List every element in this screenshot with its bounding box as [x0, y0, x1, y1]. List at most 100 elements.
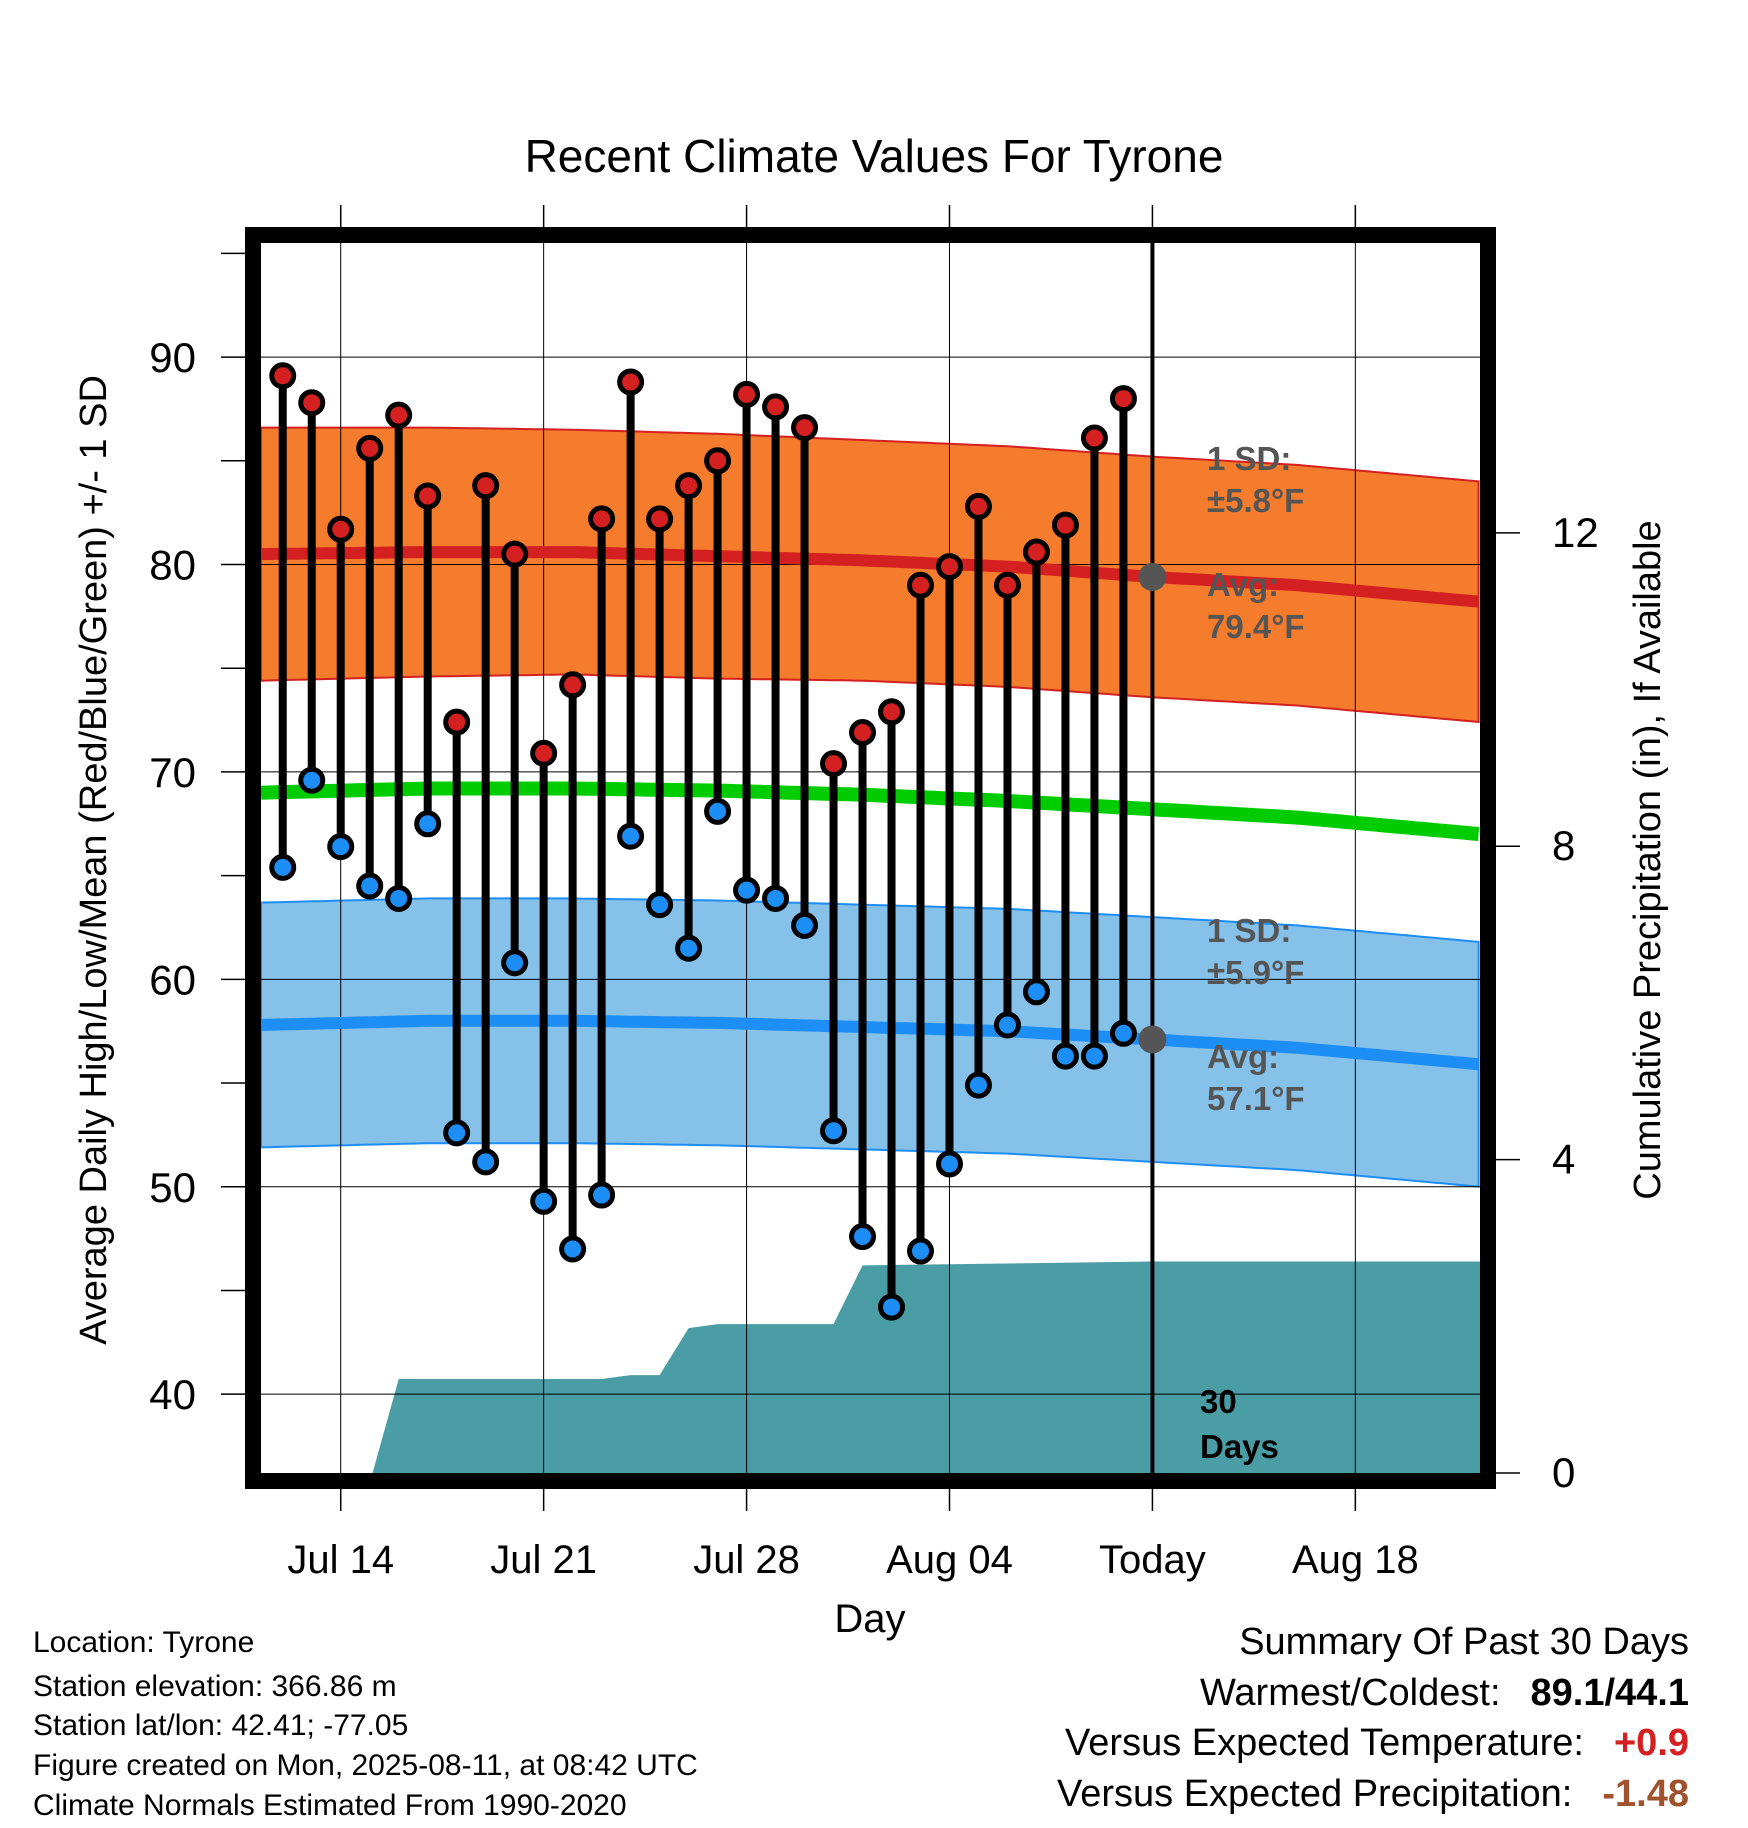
y-left-tick-label: 90	[149, 334, 196, 381]
low-point	[327, 833, 355, 861]
low-point	[443, 1119, 471, 1147]
footer-latlon: Station lat/lon: 42.41; -77.05	[33, 1709, 409, 1742]
high-point	[530, 739, 558, 767]
high-point	[327, 515, 355, 543]
high-point	[356, 434, 384, 462]
summary-temp: Versus Expected Temperature: +0.9	[1065, 1724, 1689, 1762]
days-label-line2: Days	[1200, 1428, 1279, 1465]
low-point	[559, 1235, 587, 1263]
x-tick-label: Jul 28	[693, 1538, 800, 1582]
high-point	[559, 671, 587, 699]
high-point	[501, 540, 529, 568]
low-avg-value: 57.1°F	[1207, 1080, 1305, 1117]
x-tick-label: Jul 14	[287, 1538, 394, 1582]
summary-title: Summary Of Past 30 Days	[1239, 1623, 1689, 1661]
summary-warm-cold: Warmest/Coldest: 89.1/44.1	[1200, 1674, 1689, 1712]
low-point	[385, 884, 413, 912]
high-point	[646, 505, 674, 533]
y-right-tick-label: 4	[1552, 1136, 1575, 1183]
high-avg-label: Avg:	[1207, 566, 1279, 603]
high-avg-value: 79.4°F	[1207, 608, 1305, 645]
y-left-tick-label: 70	[149, 749, 196, 796]
low-point	[269, 853, 297, 881]
mean-line	[261, 781, 1480, 841]
high-point	[472, 472, 500, 500]
high-point	[704, 447, 732, 475]
low-point	[704, 797, 732, 825]
plot-frame	[245, 227, 1496, 1489]
low-point	[588, 1181, 616, 1209]
y-right-tick-label: 12	[1552, 509, 1599, 556]
today-high-normal-marker	[1138, 562, 1167, 591]
high-point	[733, 380, 761, 408]
temp-value: +0.9	[1613, 1722, 1689, 1764]
low-point	[356, 872, 384, 900]
footer-location: Location: Tyrone	[33, 1626, 255, 1659]
high-point	[443, 708, 471, 736]
high-point	[1022, 538, 1050, 566]
footer-normals: Climate Normals Estimated From 1990-2020	[33, 1789, 627, 1822]
x-axis-label: Day	[834, 1597, 905, 1641]
low-point	[762, 884, 790, 912]
plot-area	[261, 243, 1480, 1473]
warm-cold-value: 89.1/44.1	[1530, 1672, 1689, 1714]
low-sd-value: ±5.9°F	[1207, 954, 1304, 991]
high-point	[1109, 385, 1137, 413]
low-point	[1051, 1042, 1079, 1070]
low-point	[414, 810, 442, 838]
low-point	[820, 1117, 848, 1145]
high-point	[791, 414, 819, 442]
high-point	[414, 482, 442, 510]
high-point	[298, 389, 326, 417]
low-point	[993, 1011, 1021, 1039]
low-point	[617, 822, 645, 850]
low-point	[501, 949, 529, 977]
y-left-tick-label: 60	[149, 956, 196, 1003]
high-point	[1051, 511, 1079, 539]
low-avg-line	[261, 1014, 1480, 1071]
low-point	[849, 1223, 877, 1251]
x-tick-label: Aug 04	[886, 1538, 1013, 1582]
days-label-line1: 30	[1200, 1383, 1237, 1420]
high-point	[1080, 424, 1108, 452]
low-point	[530, 1187, 558, 1215]
axes: 40 50 60 70 80 90 0 4 8 12 Jul 14 Jul 21 Jul 28 Aug 0…	[73, 205, 1669, 1641]
y-left-tick-label: 40	[149, 1371, 196, 1418]
high-sd-value: ±5.8°F	[1207, 482, 1304, 519]
low-point	[1022, 978, 1050, 1006]
low-point	[675, 934, 703, 962]
precip-area	[261, 1261, 1480, 1473]
high-sd-label: 1 SD:	[1207, 440, 1291, 477]
warm-cold-label: Warmest/Coldest:	[1199, 1672, 1501, 1714]
low-point	[791, 911, 819, 939]
today-low-normal-marker	[1138, 1025, 1167, 1054]
y-left-tick-label: 80	[149, 542, 196, 589]
precip-label: Versus Expected Precipitation:	[1056, 1773, 1573, 1815]
summary-title-text: Summary Of Past 30 Days	[1239, 1621, 1689, 1663]
high-point	[385, 401, 413, 429]
summary-precip: Versus Expected Precipitation: -1.48	[1057, 1775, 1689, 1813]
high-point	[820, 750, 848, 778]
annotations: 1 SD: ±5.8°F Avg: 79.4°F 1 SD: ±5.9°F Av…	[1200, 440, 1305, 1465]
precip-value: -1.48	[1602, 1773, 1689, 1815]
x-tick-label: Aug 18	[1292, 1538, 1419, 1582]
high-point	[675, 472, 703, 500]
footer-created: Figure created on Mon, 2025-08-11, at 08…	[33, 1749, 698, 1782]
x-tick-label: Jul 21	[490, 1538, 597, 1582]
high-point	[964, 492, 992, 520]
low-point	[878, 1293, 906, 1321]
x-tick-label: Today	[1099, 1538, 1206, 1582]
high-point	[588, 505, 616, 533]
y-right-axis-label: Cumulative Precipitation (in), If Availa…	[1627, 520, 1669, 1199]
low-point	[1080, 1042, 1108, 1070]
y-right-tick-label: 0	[1552, 1449, 1575, 1496]
y-right-tick-label: 8	[1552, 822, 1575, 869]
high-point	[269, 362, 297, 390]
high-point	[849, 719, 877, 747]
high-point	[935, 553, 963, 581]
footer-elevation: Station elevation: 366.86 m	[33, 1670, 397, 1703]
low-point	[907, 1237, 935, 1265]
low-sd-label: 1 SD:	[1207, 912, 1291, 949]
high-sd-band	[261, 426, 1480, 724]
